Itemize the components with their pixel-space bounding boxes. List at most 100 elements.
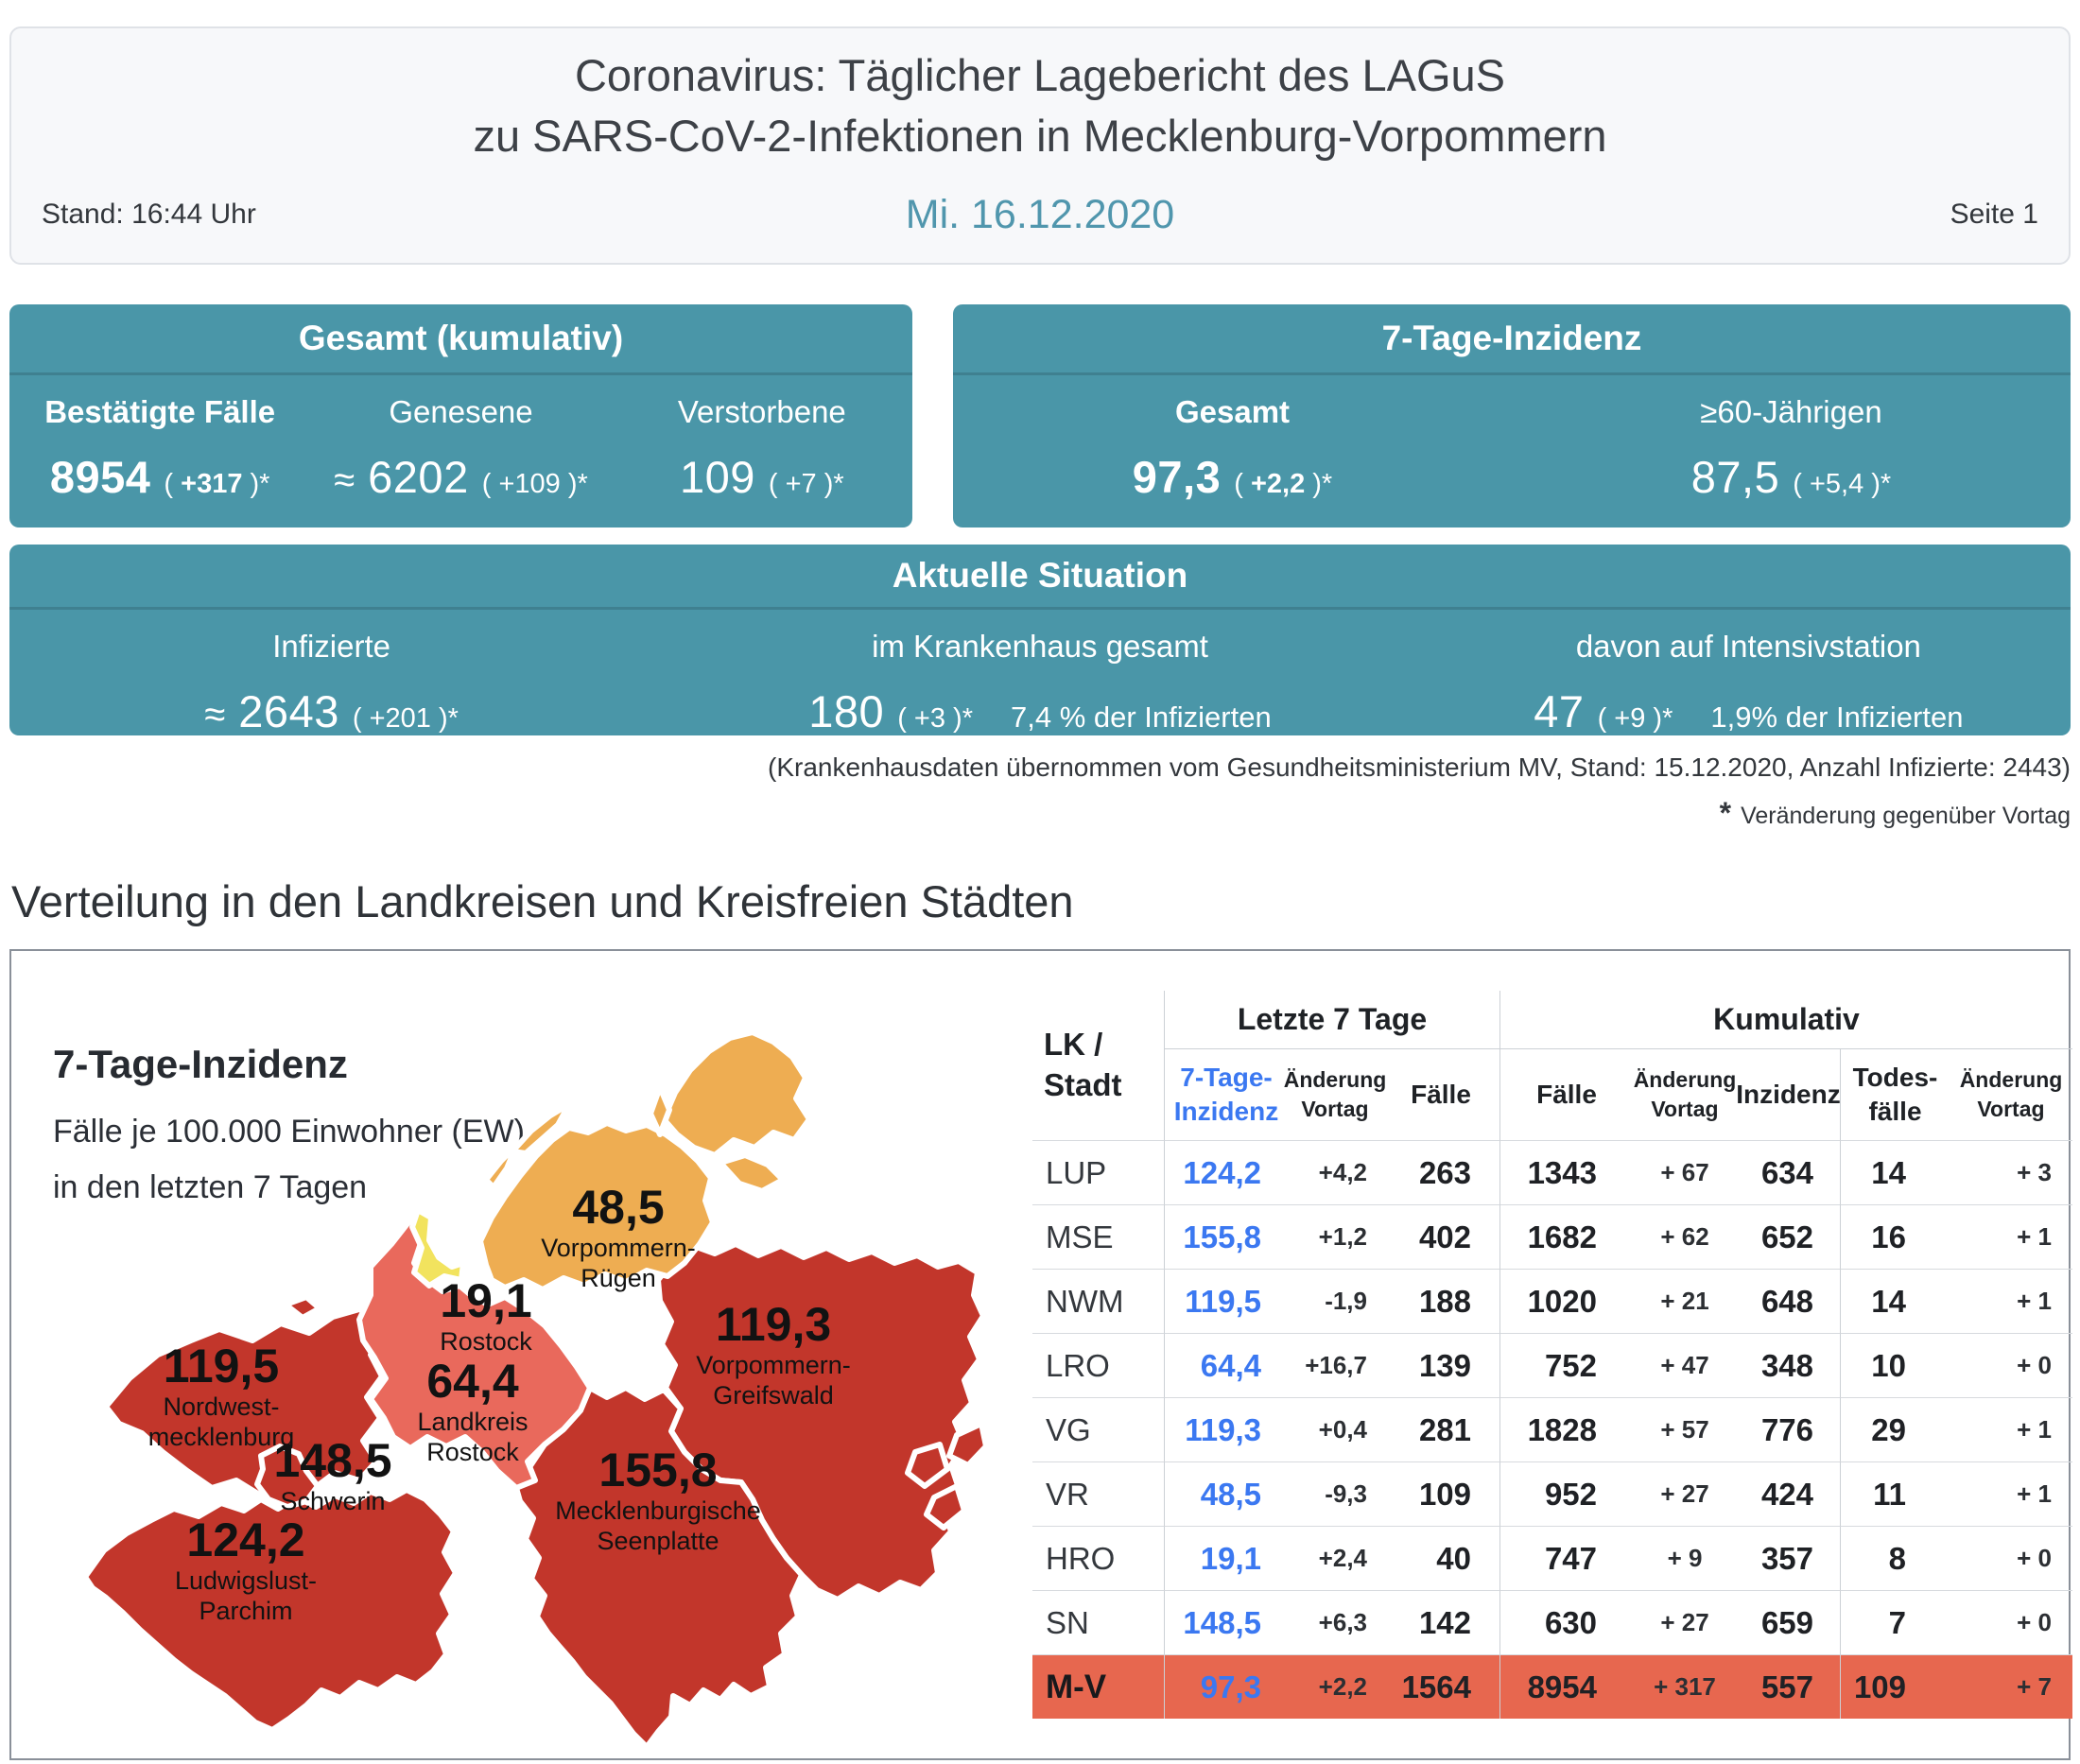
incidence-box: 7-Tage-Inzidenz Gesamt 97,3 ( +2,2 )* ≥6… (953, 304, 2071, 527)
cumulative-box-title: Gesamt (kumulativ) (9, 304, 912, 375)
stat-hospital: im Krankenhaus gesamt 180 ( +3 )* 7,4 % … (653, 610, 1427, 737)
stat-label: davon auf Intensivstation (1575, 629, 1921, 664)
col-header-change-prev-day: Änderung Vortag (1633, 1066, 1737, 1121)
cell-7day-incidence: 124,2 (1165, 1140, 1288, 1204)
cell-change-cum: + 47 (1633, 1333, 1737, 1397)
cell-incidence-cum: 652 (1737, 1204, 1841, 1269)
cell-change-7d: -1,9 (1288, 1269, 1382, 1333)
stat-label: ≥60-Jährigen (1700, 394, 1882, 429)
stat-label: Verstorbene (677, 394, 846, 429)
cell-cases-7d: 188 (1382, 1269, 1500, 1333)
asterisk-symbol: * (1719, 796, 1732, 830)
map-label-sn: 148,5 Schwerin (273, 1436, 391, 1516)
cell-cases-7d: 139 (1382, 1333, 1500, 1397)
cell-deaths: 7 (1841, 1590, 1950, 1654)
stat-value: 47 (1534, 686, 1585, 736)
cell-cases-cum: 1682 (1500, 1204, 1633, 1269)
cell-deaths: 10 (1841, 1333, 1950, 1397)
map-svg (82, 1029, 989, 1750)
cell-7day-incidence: 97,3 (1165, 1654, 1288, 1719)
approx-sign: ≈ (334, 459, 355, 501)
col-header-7day-incidence: 7-Tage- Inzidenz (1173, 1062, 1279, 1126)
cell-deaths: 11 (1841, 1461, 1950, 1526)
region-vr-ruegen (718, 1152, 786, 1194)
cell-deaths: 8 (1841, 1526, 1950, 1590)
map-legend-line2: in den letzten 7 Tagen (53, 1169, 368, 1205)
col-header-cases-cum: Fälle (1536, 1079, 1597, 1109)
row-district-code: HRO (1032, 1526, 1165, 1590)
cell-deaths-change: + 0 (1950, 1526, 2072, 1590)
cell-change-7d: +2,2 (1288, 1654, 1382, 1719)
stat-delta: ( +201 )* (352, 703, 459, 734)
table-group-cumulative: Kumulativ (1500, 991, 2072, 1049)
map-region-name: mecklenburg (147, 1423, 295, 1452)
col-header-incidence-cum: Inzidenz (1736, 1049, 1841, 1140)
cell-cases-7d: 281 (1382, 1397, 1500, 1461)
map-label-nwm: 119,5 Nordwest- mecklenburg (148, 1341, 295, 1453)
cell-deaths-change: + 1 (1950, 1269, 2072, 1333)
region-mse-shape (513, 1385, 805, 1750)
map-region-name: Mecklenburgische (555, 1496, 761, 1525)
map-region-name: Ludwigslust- (174, 1565, 318, 1595)
stat-value: 87,5 (1690, 452, 1780, 502)
cell-7day-incidence: 19,1 (1165, 1526, 1288, 1590)
section-title: Verteilung in den Landkreisen und Kreisf… (11, 876, 1074, 926)
situation-box-title: Aktuelle Situation (9, 545, 2071, 610)
cell-cases-7d: 402 (1382, 1204, 1500, 1269)
cell-deaths-change: + 1 (1950, 1204, 2072, 1269)
cell-change-cum: + 9 (1633, 1526, 1737, 1590)
stat-value: 97,3 (1132, 452, 1222, 502)
cell-deaths: 14 (1841, 1140, 1950, 1204)
region-vr-shape (477, 1120, 716, 1292)
cell-incidence-cum: 659 (1737, 1590, 1841, 1654)
stat-label: Bestätigte Fälle (44, 394, 276, 429)
stat-icu: davon auf Intensivstation 47 ( +9 )* 1,9… (1427, 610, 2071, 737)
stat-delta: ( +7 )* (768, 469, 844, 499)
cumulative-box: Gesamt (kumulativ) Bestätigte Fälle 8954… (9, 304, 912, 527)
cell-cases-cum: 1020 (1500, 1269, 1633, 1333)
map-region-name: Rostock (440, 1326, 532, 1356)
cell-change-cum: + 21 (1633, 1269, 1737, 1333)
cell-deaths: 109 (1841, 1654, 1950, 1719)
row-district-code: LUP (1032, 1140, 1165, 1204)
col-header-cases-7d: Fälle (1382, 1049, 1500, 1140)
region-hro-shape (409, 1207, 466, 1288)
stand-timestamp: Stand: 16:44 Uhr (42, 199, 256, 230)
stat-incidence-total: Gesamt 97,3 ( +2,2 )* (953, 375, 1512, 503)
cell-cases-cum: 1343 (1500, 1140, 1633, 1204)
map-region-name: Rostock (426, 1438, 519, 1467)
cell-change-7d: +4,2 (1288, 1140, 1382, 1204)
cell-7day-incidence: 119,5 (1165, 1269, 1288, 1333)
stat-incidence-60plus: ≥60-Jährigen 87,5 ( +5,4 )* (1512, 375, 2071, 503)
region-vr-spit (510, 1101, 572, 1156)
cell-change-cum: + 67 (1633, 1140, 1737, 1204)
cell-change-7d: +1,2 (1288, 1204, 1382, 1269)
map-region-name: Parchim (199, 1597, 293, 1626)
hospital-data-footnote: (Krankenhausdaten übernommen vom Gesundh… (768, 752, 2071, 782)
cell-change-7d: +2,4 (1288, 1526, 1382, 1590)
stat-delta: ( +317 )* (164, 469, 270, 499)
stat-value: 8954 (49, 452, 151, 502)
cell-incidence-cum: 634 (1737, 1140, 1841, 1204)
row-total-code: M-V (1032, 1654, 1165, 1719)
map-region-name: Rügen (581, 1264, 656, 1293)
col-header-change-prev-day: Änderung Vortag (1283, 1066, 1387, 1121)
cell-deaths-change: + 1 (1950, 1461, 2072, 1526)
stat-label: Infizierte (272, 629, 390, 664)
stat-confirmed-cases: Bestätigte Fälle 8954 ( +317 )* (9, 375, 310, 503)
stat-label: Gesamt (1174, 394, 1291, 429)
stat-note: 7,4 % der Infizierten (1011, 700, 1272, 734)
stat-value: 180 (808, 686, 885, 736)
report-header: Coronavirus: Täglicher Lagebericht des L… (9, 26, 2071, 265)
col-header-deaths: Todes-fälle (1852, 1062, 1938, 1126)
stat-label: im Krankenhaus gesamt (872, 629, 1208, 664)
report-title-line1: Coronavirus: Täglicher Lagebericht des L… (574, 50, 1506, 100)
region-vr-spit (483, 1143, 519, 1190)
row-district-code: MSE (1032, 1204, 1165, 1269)
map-value: 119,3 (715, 1298, 832, 1351)
map-legend-line1: Fälle je 100.000 Einwohner (EW) (53, 1114, 525, 1150)
map-value: 124,2 (186, 1513, 305, 1566)
row-district-code: VG (1032, 1397, 1165, 1461)
stat-delta: ( +9 )* (1597, 703, 1673, 734)
